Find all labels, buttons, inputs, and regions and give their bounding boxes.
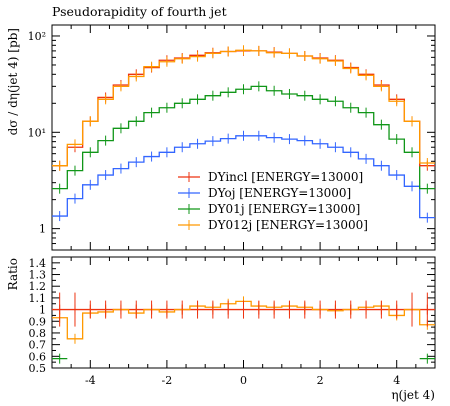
ratio-y-axis-label: Ratio [6,258,20,290]
x-tick-label: -2 [162,374,173,387]
main-panel: 1 10¹ 10² [28,24,436,251]
main-y-tick-label: 10¹ [28,126,46,139]
ratio-y-tick-label: 1.1 [29,292,47,305]
legend-label-3: DY012j [ENERGY=13000] [208,218,368,232]
ratio-y-tick-label: 0.9 [29,315,47,328]
x-tick-label: 2 [317,374,324,387]
main-y-tick-label: 1 [39,223,46,236]
ratio-y-tick-label: 1.2 [29,280,47,293]
series-3-main-group [52,45,435,171]
ratio-y-tick-label: 0.5 [29,362,47,375]
chart-title: Pseudorapidity of fourth jet [52,4,227,19]
ratio-y-tick-label: 0.6 [29,350,47,363]
main-y-tick-label: 10² [28,30,46,43]
ratio-y-tick-label: 1.3 [29,269,47,282]
x-tick-label: 0 [240,374,247,387]
legend-label-1: DYoj [ENERGY=13000] [208,186,351,200]
ratio-y-tick-label: 1 [39,304,46,317]
series-0-main-group [52,45,435,171]
x-tick-label: -4 [85,374,96,387]
ratio-panel: 0.50.60.70.80.911.11.21.31.4 -4 -2 0 2 4 [29,256,436,387]
x-axis-label: η(jet 4) [391,388,435,402]
series-2-ratio-group [52,353,435,364]
series-1-main-line [52,135,435,219]
main-y-axis-label: dσ / dη(jet 4) [pb] [6,28,20,135]
legend-label-2: DY01j [ENERGY=13000] [208,202,360,216]
legend-label-0: DYincl [ENERGY=13000] [208,170,363,184]
ratio-y-tick-label: 1.4 [29,257,47,270]
x-tick-label: 4 [393,374,400,387]
series-2-main-group [52,81,435,194]
series-1-main-group [52,130,435,223]
ratio-y-tick-label: 0.8 [29,327,47,340]
series-3-main-line [52,49,435,167]
series-0-main-line [52,50,435,167]
legend: DYincl [ENERGY=13000] DYoj [ENERGY=13000]… [178,170,368,232]
ratio-reference-errors [59,292,428,327]
ratio-y-tick-label: 0.7 [29,339,47,352]
